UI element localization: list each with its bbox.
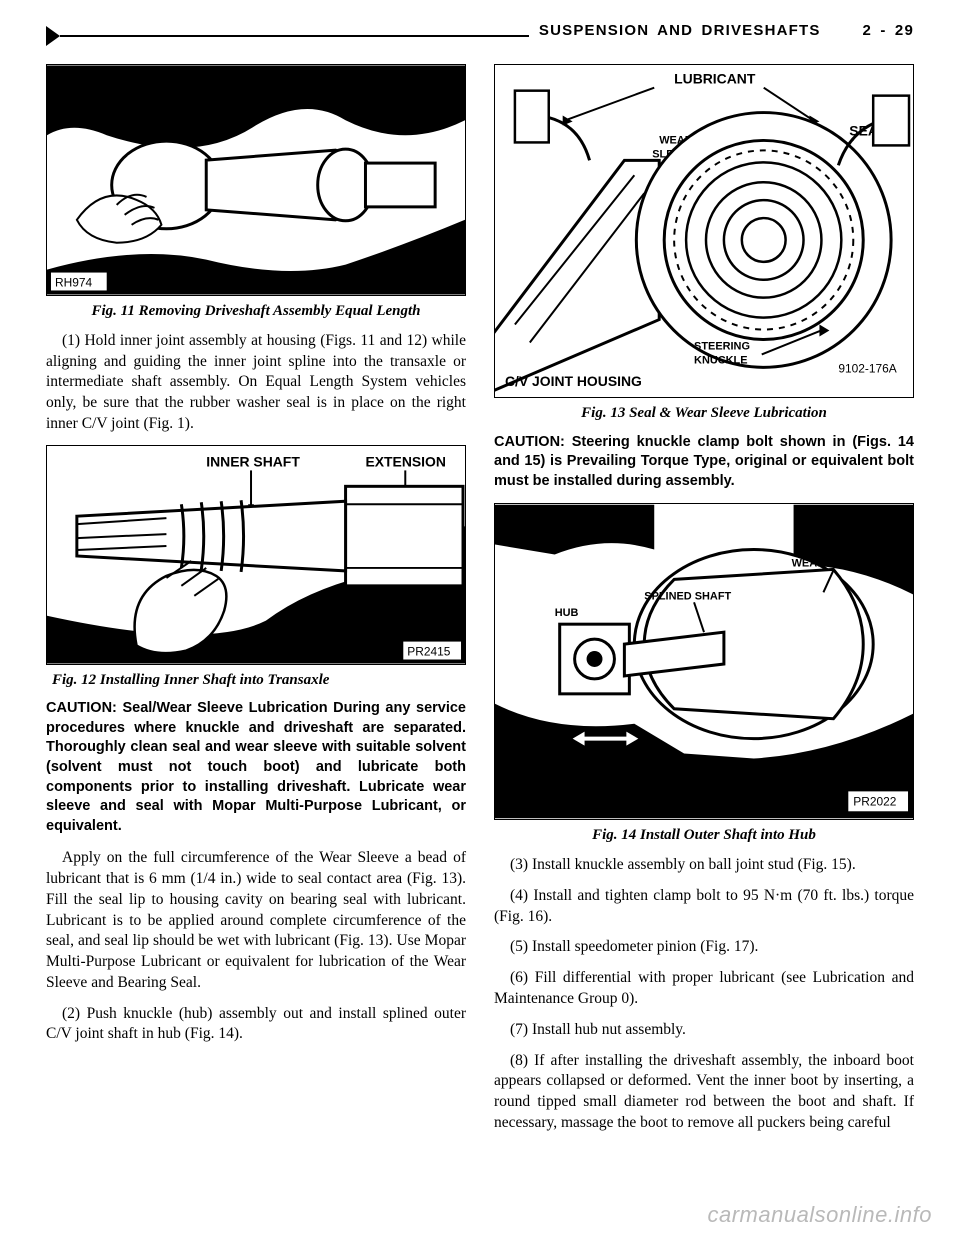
- para-5: (4) Install and tighten clamp bolt to 95…: [494, 886, 914, 928]
- page: SUSPENSION AND DRIVESHAFTS 2 - 29: [0, 0, 960, 1242]
- figure-12-caption: Fig. 12 Installing Inner Shaft into Tran…: [46, 671, 466, 690]
- figure-13-code: 9102-176A: [838, 361, 896, 375]
- figure-11-caption: Fig. 11 Removing Driveshaft Assembly Equ…: [46, 302, 466, 321]
- figure-11: RH974: [46, 64, 466, 296]
- header-rule: SUSPENSION AND DRIVESHAFTS 2 - 29: [46, 26, 914, 50]
- left-column: RH974 Fig. 11 Removing Driveshaft Assemb…: [46, 64, 466, 1144]
- para-2: Apply on the full circumference of the W…: [46, 848, 466, 993]
- para-6: (5) Install speedometer pinion (Fig. 17)…: [494, 937, 914, 958]
- para-7: (6) Fill differential with proper lubric…: [494, 968, 914, 1010]
- right-column: LUBRICANT SEAL WEAR SLEEVE: [494, 64, 914, 1144]
- watermark: carmanualsonline.info: [707, 1202, 932, 1228]
- figure-12-code: PR2415: [407, 644, 451, 658]
- figure-14-code: PR2022: [853, 795, 897, 809]
- fig13-kn1: STEERING: [694, 340, 750, 352]
- fig14-wear: WEAR SLEEVE: [792, 558, 872, 570]
- fig14-splined: SPLINED SHAFT: [644, 591, 731, 603]
- fig13-lubricant: LUBRICANT: [674, 71, 756, 87]
- fig13-housing: C/V JOINT HOUSING: [505, 373, 642, 389]
- figure-12: INNER SHAFT EXTENSION: [46, 445, 466, 665]
- fig13-kn2: KNUCKLE: [694, 354, 747, 366]
- figure-13-caption: Fig. 13 Seal & Wear Sleeve Lubrication: [494, 404, 914, 423]
- para-1: (1) Hold inner joint assembly at housing…: [46, 331, 466, 435]
- fig12-label-inner: INNER SHAFT: [206, 453, 300, 469]
- header-triangle-icon: [46, 26, 60, 46]
- para-9: (8) If after installing the driveshaft a…: [494, 1051, 914, 1134]
- figure-11-code: RH974: [55, 275, 93, 289]
- figure-14-caption: Fig. 14 Install Outer Shaft into Hub: [494, 826, 914, 845]
- caution-1: CAUTION: Seal/Wear Sleeve Lubrication Du…: [46, 699, 466, 836]
- fig14-move1: MOVE KNUCKLE ASSEMBLY TO: [604, 770, 773, 782]
- fig14-hub: HUB: [555, 608, 579, 620]
- header-pagecode: 2 - 29: [862, 22, 914, 39]
- figure-14-svg: WEAR SLEEVE SPLINED SHAFT HUB MOVE KNUCK…: [495, 504, 913, 819]
- para-8: (7) Install hub nut assembly.: [494, 1020, 914, 1041]
- para-3: (2) Push knuckle (hub) assembly out and …: [46, 1004, 466, 1046]
- fig12-label-ext: EXTENSION: [365, 453, 445, 469]
- caution-2: CAUTION: Steering knuckle clamp bolt sho…: [494, 433, 914, 492]
- figure-12-svg: INNER SHAFT EXTENSION: [47, 446, 465, 664]
- columns: RH974 Fig. 11 Removing Driveshaft Assemb…: [46, 64, 914, 1144]
- header-section: SUSPENSION AND DRIVESHAFTS: [539, 22, 821, 39]
- figure-11-svg: RH974: [47, 65, 465, 295]
- figure-13: LUBRICANT SEAL WEAR SLEEVE: [494, 64, 914, 398]
- para-4: (3) Install knuckle assembly on ball joi…: [494, 855, 914, 876]
- header-label: SUSPENSION AND DRIVESHAFTS 2 - 29: [529, 22, 914, 39]
- figure-14: WEAR SLEEVE SPLINED SHAFT HUB MOVE KNUCK…: [494, 503, 914, 820]
- fig14-move2: REMOVE OR INSTALL SHAFT: [604, 785, 759, 797]
- figure-13-svg: LUBRICANT SEAL WEAR SLEEVE: [495, 65, 913, 397]
